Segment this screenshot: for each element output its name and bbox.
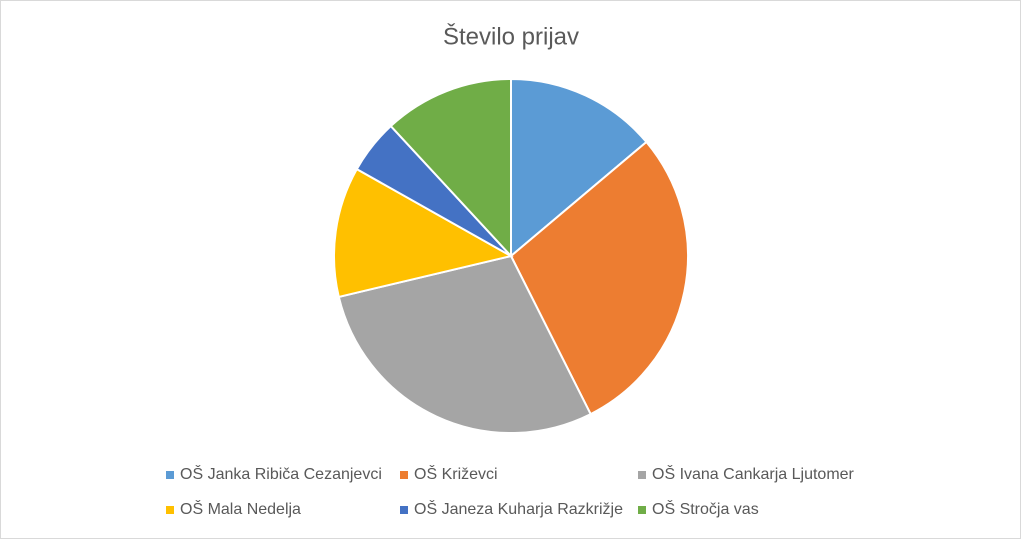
chart-title: Število prijav (443, 22, 579, 50)
pie-slice (510, 77, 648, 259)
legend-marker (400, 506, 408, 514)
pie-slice (337, 254, 592, 434)
legend-marker (166, 506, 174, 514)
pie-slice (333, 167, 514, 299)
legend-label: OŠ Ivana Cankarja Ljutomer (652, 464, 855, 483)
legend-label: OŠ Janka Ribiča Cezanjevci (180, 464, 382, 483)
legend-label: OŠ Mala Nedelja (180, 499, 301, 518)
pie-slice (509, 140, 689, 416)
legend-marker (638, 506, 646, 514)
pie-slice (389, 77, 512, 259)
legend-label: OŠ Križevci (414, 464, 498, 483)
legend-marker (638, 471, 646, 479)
legend-marker (400, 471, 408, 479)
legend-label: OŠ Janeza Kuharja Razkrižje (414, 499, 623, 518)
legend-marker (166, 471, 174, 479)
legend-label: OŠ Stročja vas (652, 499, 759, 518)
